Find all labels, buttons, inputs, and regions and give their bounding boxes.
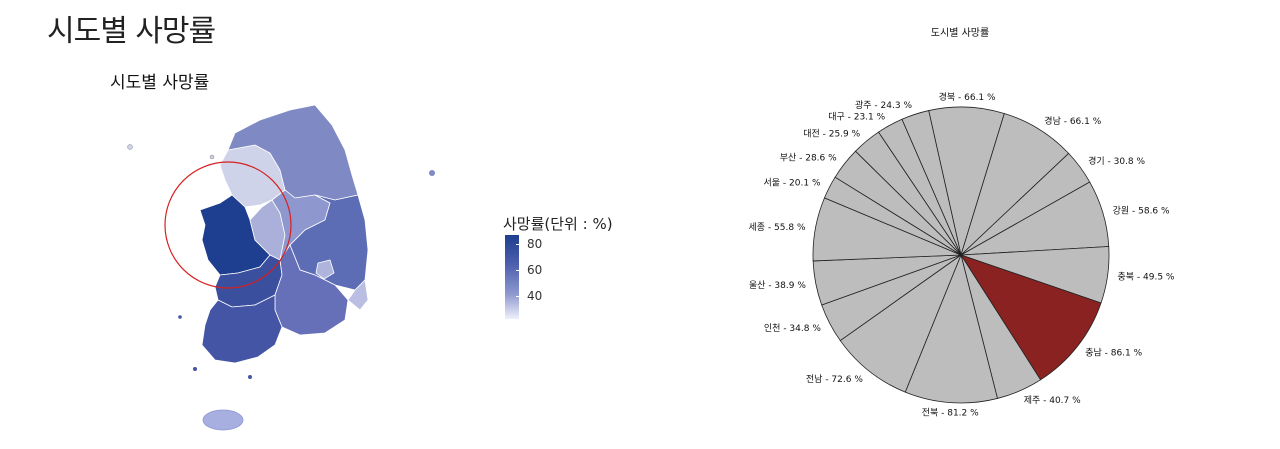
choropleth-map [120,95,450,440]
pie-slice-label: 전북 - 81.2 % [922,408,979,419]
pie-slice-label: 충남 - 86.1 % [1085,348,1142,359]
chart-title: 도시별 사망률 [931,27,989,39]
island-small [248,375,252,379]
region-busan-ulsan [347,279,369,311]
pie-slice-label: 강원 - 58.6 % [1113,205,1170,216]
highlight-circle [164,161,292,289]
island-small [209,154,215,160]
legend-tick-label: 80 [527,237,543,251]
pie-slice-label: 충북 - 49.5 % [1118,272,1175,283]
pie-slice-label: 울산 - 38.9 % [749,280,806,291]
island-small [127,144,133,150]
pie-slice-충남 [960,254,1102,381]
legend-tick-label: 40 [527,289,543,303]
page-title: 시도별 사망률 [47,14,216,49]
legend-tickmark [516,296,520,297]
island-small [178,315,182,319]
island-small [193,367,197,371]
pie-slice-label: 대구 - 23.1 % [828,111,885,122]
map-title: 시도별 사망률 [110,73,210,93]
pie-slice-label: 제주 - 40.7 % [1024,395,1081,406]
island-jeju [202,409,244,431]
map-legend: 사망률(단위 : %) 80 60 40 [503,213,618,333]
pie-slice-label: 전남 - 72.6 % [806,374,863,385]
pie-slice-label: 광주 - 24.3 % [855,99,912,111]
pie-slice-label: 경기 - 30.8 % [1088,155,1145,167]
region-daegu [315,259,335,280]
legend-title: 사망률(단위 : %) [503,215,613,233]
legend-colorbar [505,235,519,319]
pie-slice-label: 경북 - 66.1 % [939,91,996,103]
region-jeonnam [201,294,283,364]
pie-slice-label: 세종 - 55.8 % [749,222,806,233]
pie-slice-광주 [901,110,962,256]
pie-slice-label: 인천 - 34.8 % [764,323,821,334]
pie-slice-전남 [839,253,962,393]
pie-slice-label: 경남 - 66.1 % [1044,115,1101,127]
pie-slice-전북 [904,253,998,404]
pie-slice-label: 부산 - 28.6 % [780,152,837,163]
pie-slice-label: 서울 - 20.1 % [764,178,821,189]
legend-tickmark [516,244,520,245]
pie-slice-label: 대전 - 25.9 % [803,128,860,139]
pie-chart: 도시별 사망률 경북 - 66.1 % 경남 - 66.1 % 경기 - 30.8 … [700,20,1260,445]
legend-tickmark [516,270,520,271]
island-ulleung [429,170,435,176]
legend-tick-label: 60 [527,263,543,277]
